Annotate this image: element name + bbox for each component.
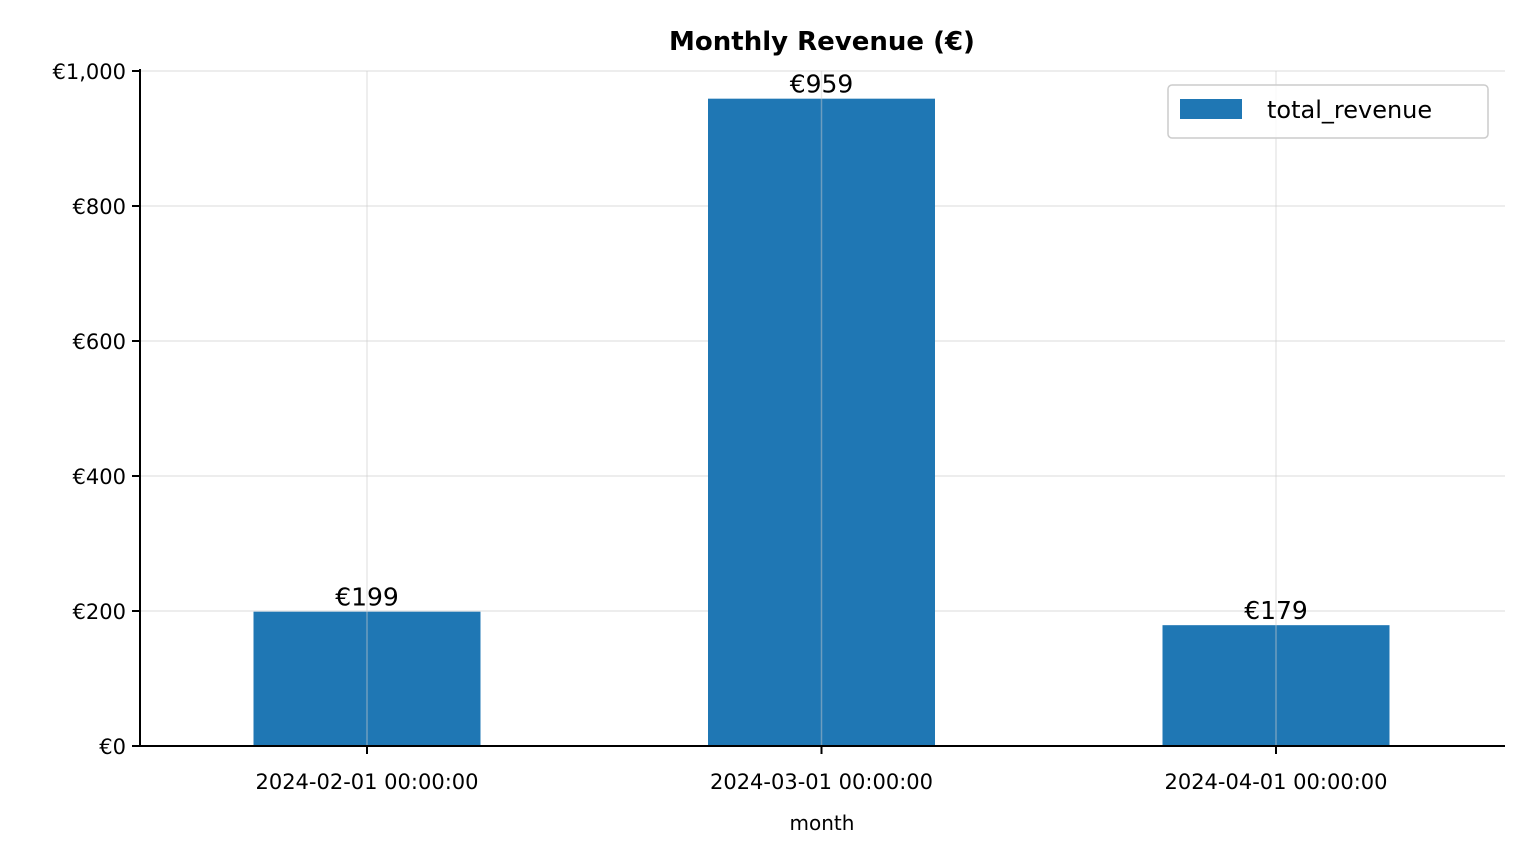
vertical-grid [366, 71, 1277, 746]
bar [708, 98, 935, 747]
x-tick-label: 2024-04-01 00:00:00 [1164, 770, 1387, 794]
legend: total_revenue [1167, 84, 1489, 139]
bar-value-label: €959 [790, 70, 854, 99]
bar [1162, 625, 1390, 746]
legend-label: total_revenue [1267, 96, 1432, 124]
bar-value-labels: €199 €959 €179 [335, 70, 1308, 625]
x-axis-label: month [790, 811, 855, 835]
bar [253, 611, 481, 746]
y-tick-label: €600 [73, 330, 126, 354]
y-tick-label: €0 [99, 735, 126, 759]
x-tick-label: 2024-02-01 00:00:00 [255, 770, 478, 794]
y-tick-label: €200 [73, 600, 126, 624]
y-tick-label: €800 [73, 195, 126, 219]
y-tick-label: €1,000 [53, 60, 126, 84]
y-tick-label: €400 [73, 465, 126, 489]
bar-value-label: €179 [1244, 596, 1308, 625]
y-axis-ticks: €0 €200 €400 €600 €800 €1,000 [53, 60, 140, 759]
legend-swatch [1180, 99, 1242, 119]
bar-value-label: €199 [335, 583, 399, 612]
x-tick-label: 2024-03-01 00:00:00 [710, 770, 933, 794]
chart-title: Monthly Revenue (€) [669, 27, 975, 57]
bars [253, 98, 1390, 747]
legend-box [1167, 84, 1489, 139]
x-axis-ticks: 2024-02-01 00:00:00 2024-03-01 00:00:00 20… [255, 746, 1388, 794]
